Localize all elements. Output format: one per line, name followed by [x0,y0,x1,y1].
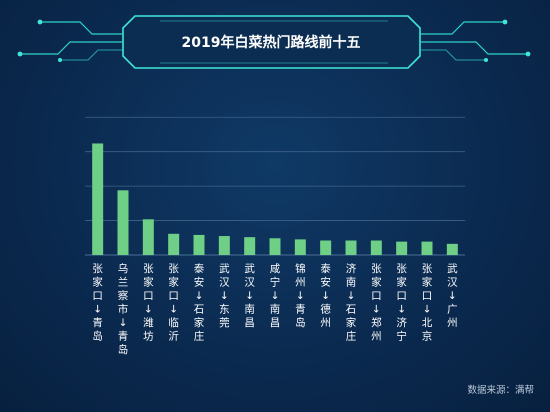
bar [421,241,433,255]
category-label: 张家口↓济宁 [396,263,407,343]
category-label: 张家口↓青岛 [92,263,103,343]
grid-lines [85,116,465,256]
circuit-dot-right-3 [484,58,488,62]
category-label: 泰安↓石家庄 [194,262,205,343]
bar [370,240,382,255]
bar [142,219,154,255]
bar [396,241,408,255]
circuit-dot-left-3 [58,58,62,62]
circuit-dot-left-1 [37,19,43,25]
bar [168,233,180,255]
category-label: 乌兰察市↓青岛 [118,262,129,356]
bar [218,236,230,255]
circuit-line-left-2 [20,41,123,55]
bar [446,243,458,255]
category-label: 张家口↓临沂 [168,263,179,343]
bar [193,234,205,255]
category-label: 武汉↓东莞 [219,262,230,329]
category-label: 咸宁↓南昌 [270,263,281,329]
category-label: 张家口↓北京 [422,263,433,343]
category-label: 武汉↓南昌 [244,262,255,329]
category-label: 张家口↓郑州 [371,263,382,343]
bar [320,240,332,255]
circuit-dot-right-2 [525,51,531,57]
bar [244,237,256,255]
data-source: 数据来源：满帮 [467,385,534,396]
circuit-dot-right-1 [502,19,508,25]
category-label: 锦州↓青岛 [295,262,306,329]
circuit-line-left-1 [40,21,123,35]
bar [117,190,129,255]
title-frame-outline [122,15,421,69]
category-label: 济南↓石家庄 [346,262,357,343]
category-label: 泰安↓德州 [320,262,331,329]
category-labels: 张家口↓青岛 乌兰察市↓青岛 张家口↓潍坊 张家口↓临沂 泰安↓石家庄 武汉↓东莞 武汉↓南… [92,262,458,356]
circuit-dot-left-2 [17,51,23,57]
title-frame [17,15,531,69]
bars [92,143,458,255]
bar [345,240,357,255]
chart-title: 2019年白菜热门路线前十五 [182,34,361,51]
circuit-line-right-3 [420,49,486,61]
circuit-line-right-2 [420,41,528,55]
bar [294,239,306,255]
circuit-line-left-3 [60,49,123,61]
category-label: 张家口↓潍坊 [143,263,154,343]
circuit-line-right-1 [420,21,505,35]
bar [92,143,104,255]
category-label: 武汉↓广州 [447,262,458,329]
bar [269,238,281,255]
